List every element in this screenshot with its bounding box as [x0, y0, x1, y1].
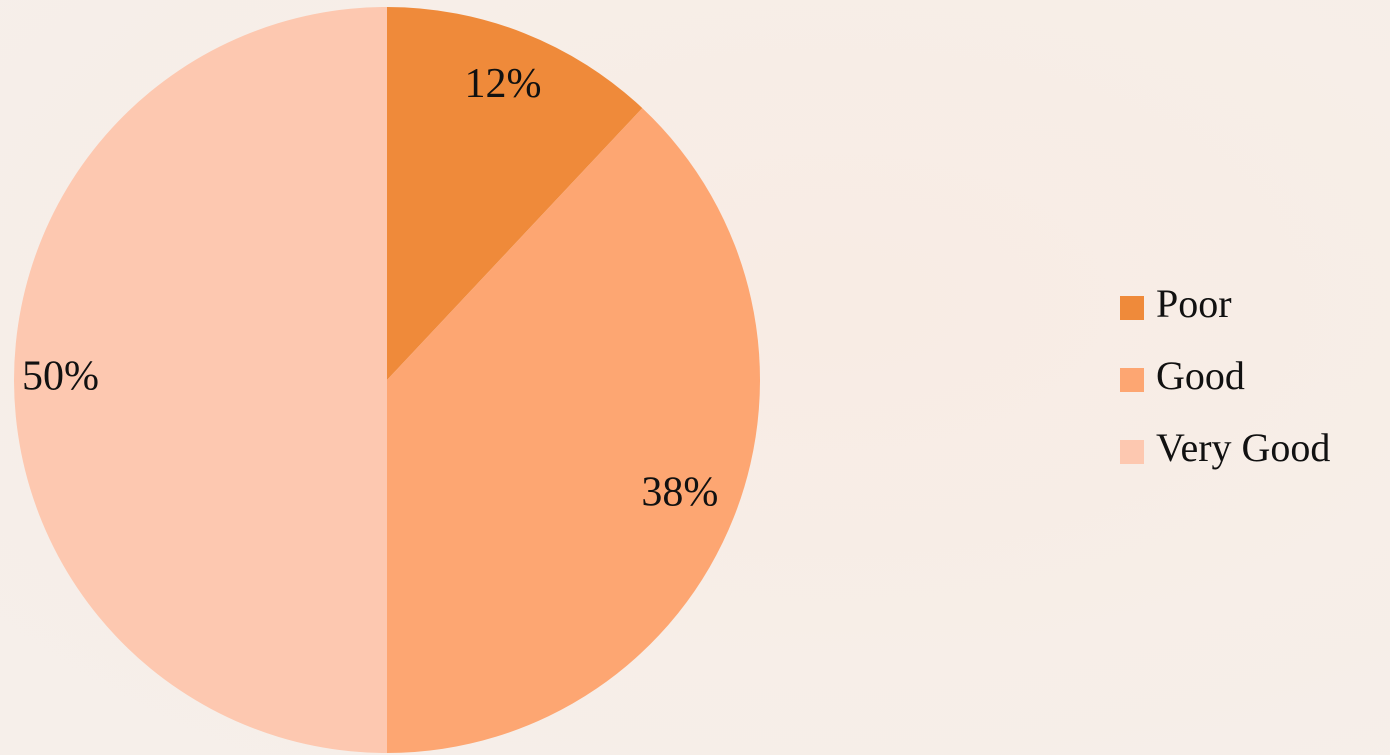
legend-swatch [1120, 368, 1144, 392]
data-label: 50% [22, 354, 99, 400]
legend-label: Good [1156, 353, 1245, 398]
legend-swatch [1120, 440, 1144, 464]
legend-swatch [1120, 296, 1144, 320]
pie-slice [14, 7, 387, 753]
pie-slice [387, 108, 761, 753]
data-label: 12% [464, 61, 541, 107]
pie-slice [387, 7, 643, 380]
legend-label: Very Good [1156, 425, 1330, 470]
data-label: 38% [641, 470, 718, 516]
legend-label: Poor [1156, 281, 1232, 326]
